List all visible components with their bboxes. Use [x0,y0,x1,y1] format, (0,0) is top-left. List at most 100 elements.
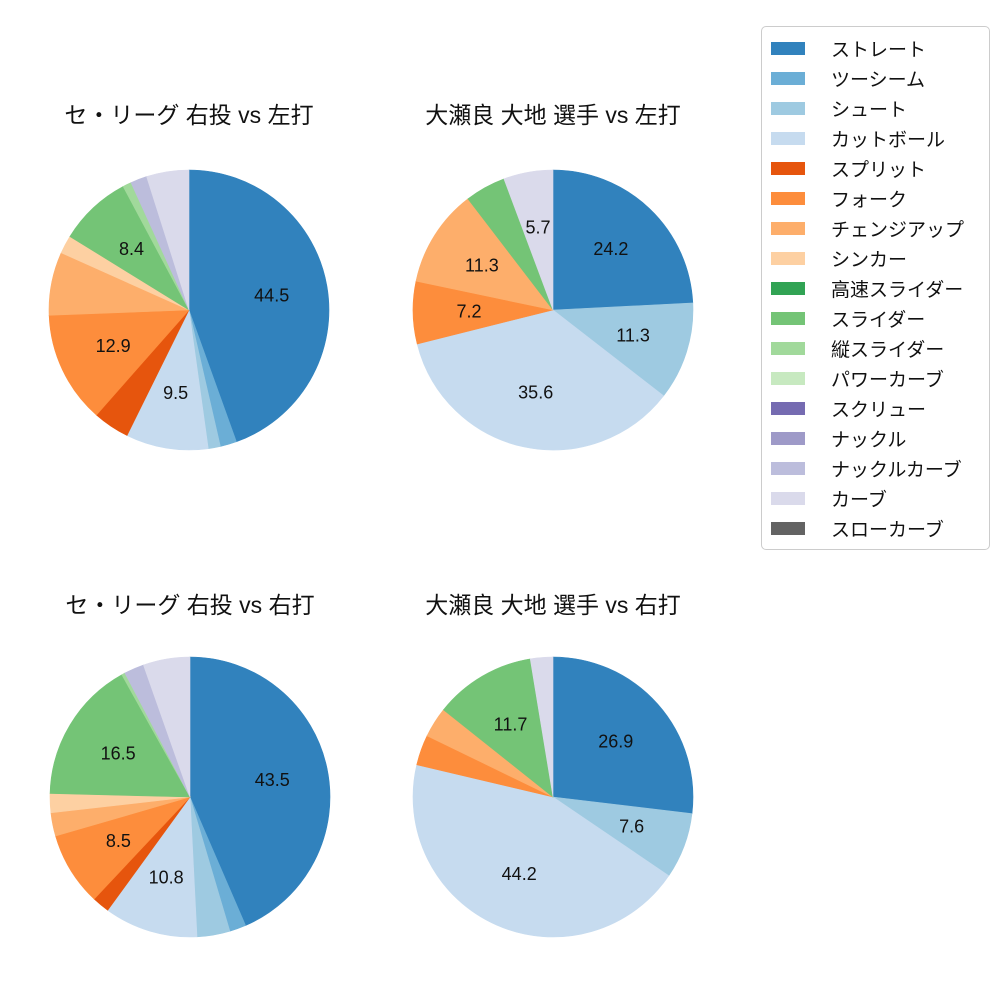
pie-slice [552,169,694,311]
legend-label: チェンジアップ [831,219,965,241]
pie-chart-osera-vs-right: 大瀬良 大地 選手 vs 右打 26.9 7.6 44.2 11.7 [403,590,703,947]
pie-slice [443,658,554,798]
pie-percent-label: 11.7 [494,715,528,735]
pie-percent-label: 9.5 [163,383,188,403]
pie-slice [143,656,191,798]
pie-percent-label: 43.5 [255,770,290,790]
pie-slice [415,198,554,311]
pie: 44.5 9.5 12.9 8.4 [48,169,330,451]
legend-label: スクリュー [831,399,927,421]
legend-label: ナックルカーブ [831,459,962,481]
chart-title: セ・リーグ 右投 vs 右打 [65,592,315,618]
pie-percent-label: 35.6 [518,382,553,402]
pie-percent-label: 11.3 [465,255,499,275]
legend-item: カーブ [762,483,989,513]
pie-percent-label: 12.9 [96,336,131,356]
legend-label: 高速スライダー [831,279,964,301]
legend-item: シュート [762,93,989,123]
legend-item: ナックル [762,423,989,453]
legend-swatch [771,281,805,295]
legend-label: カットボール [831,129,946,151]
legend-swatch [771,431,805,445]
legend-item: シンカー [762,243,989,273]
pie-slice [126,308,209,451]
chart-title: 大瀬良 大地 選手 vs 左打 [425,102,681,128]
pie-percent-label: 16.5 [101,744,136,764]
legend-item: ナックルカーブ [762,453,989,483]
legend-swatch [771,461,805,475]
pie-slice [49,674,191,798]
legend-item: チェンジアップ [762,213,989,243]
pie-chart-ce-right-vs-left: セ・リーグ 右投 vs 左打 44.5 9.5 12.9 8.4 [39,100,339,460]
pie: 43.5 10.8 8.5 16.5 [49,656,331,938]
legend-swatch [771,401,805,415]
legend-swatch [771,341,805,355]
pie-percent-label: 5.7 [525,217,550,237]
pie-slice [48,309,190,416]
legend-swatch [771,311,805,325]
pie-percent-label: 11.3 [616,325,650,345]
legend-swatch [771,101,805,115]
pie-percent-label: 44.5 [254,286,289,306]
pie-percent-label: 44.2 [502,864,537,884]
legend-item: 高速スライダー [762,273,989,303]
legend-item: スクリュー [762,393,989,423]
chart-title: 大瀬良 大地 選手 vs 右打 [425,592,681,618]
legend-swatch [771,251,805,265]
legend-label: スライダー [831,309,926,331]
pie-percent-label: 10.8 [149,868,184,888]
pie-slice [189,656,331,926]
legend-label: カーブ [831,489,887,511]
pie-slice [107,796,198,938]
legend-swatch [771,491,805,505]
legend-item: パワーカーブ [762,363,989,393]
legend-item: ストレート [762,33,989,63]
legend-label: シンカー [831,249,908,271]
legend-swatch [771,161,805,175]
legend-label: スローカーブ [831,519,944,541]
legend-item: カットボール [762,123,989,153]
legend-swatch [771,71,805,85]
pie-slice [529,656,554,798]
pie-percent-label: 26.9 [598,731,633,751]
pie-slice [552,302,694,397]
pie-percent-label: 8.5 [106,831,131,851]
pie-chart-osera-vs-left: 大瀬良 大地 選手 vs 左打 24.2 11.3 35.6 7.2 11.3 5.7 [403,100,703,460]
pie-percent-label: 7.6 [619,817,644,837]
pie-slice [412,764,670,938]
legend-swatch [771,191,805,205]
legend-swatch [771,131,805,145]
legend-swatch [771,521,805,535]
pie-percent-label: 24.2 [593,239,628,259]
legend-item: ツーシーム [762,63,989,93]
pie-percent-label: 8.4 [119,239,144,259]
legend-item: スプリット [762,153,989,183]
legend-item: スローカーブ [762,513,989,543]
pie-chart-ce-right-vs-right: セ・リーグ 右投 vs 右打 43.5 10.8 8.5 16.5 [40,590,340,947]
pie-slice [146,169,190,311]
legend-label: ストレート [831,39,927,61]
pie: 24.2 11.3 35.6 7.2 11.3 5.7 [412,169,694,451]
legend-label: 縦スライダー [831,339,945,361]
legend: ストレートツーシームシュートカットボール スプリットフォークチェンジアップ シンカー… [761,26,990,550]
legend-label: フォーク [831,189,908,211]
legend-label: シュート [831,99,908,121]
legend-label: ナックル [831,429,907,451]
legend-label: パワーカーブ [831,369,944,391]
pie-slice [552,656,694,815]
legend-item: フォーク [762,183,989,213]
legend-swatch [771,41,805,55]
legend-label: スプリット [831,159,927,181]
legend-item: スライダー [762,303,989,333]
pie-slice [188,169,330,443]
legend-item: 縦スライダー [762,333,989,363]
pie-percent-label: 7.2 [456,302,481,322]
legend-swatch [771,221,805,235]
chart-title: セ・リーグ 右投 vs 左打 [64,102,314,128]
legend-swatch [771,371,805,385]
legend-label: ツーシーム [831,69,926,91]
pie-slice [503,169,554,311]
pie-slice [416,309,665,451]
pie: 26.9 7.6 44.2 11.7 [412,656,694,938]
